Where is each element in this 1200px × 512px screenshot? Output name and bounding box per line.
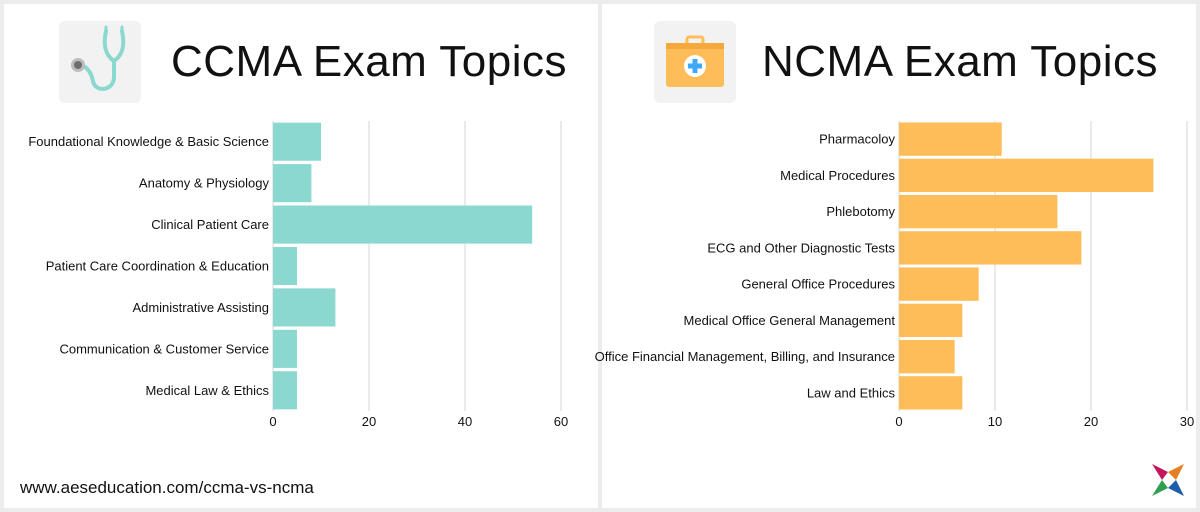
category-label: General Office Procedures	[741, 277, 895, 292]
category-label: Patient Care Coordination & Education	[46, 259, 269, 274]
category-label: ECG and Other Diagnostic Tests	[707, 240, 895, 255]
x-tick-label: 30	[1180, 414, 1194, 429]
category-label: Clinical Patient Care	[151, 217, 269, 232]
category-label: Office Financial Management, Billing, an…	[595, 349, 895, 364]
bar	[899, 267, 979, 301]
category-label: Medical Office General Management	[684, 313, 896, 328]
bar	[273, 329, 297, 368]
stethoscope-icon	[59, 21, 141, 103]
bar	[273, 205, 533, 244]
x-tick-label: 20	[1084, 414, 1098, 429]
ncma-bar-chart: Pharmacoloy Medical Procedures Phlebotomy E…	[595, 121, 1194, 429]
first-aid-kit-icon	[654, 21, 736, 103]
ccma-title: CCMA Exam Topics	[171, 37, 567, 86]
footer-url[interactable]: www.aeseducation.com/ccma-vs-ncma	[20, 478, 314, 497]
bar	[273, 371, 297, 410]
ccma-bar-chart: Foundational Knowledge & Basic Science An…	[28, 121, 568, 429]
x-tick-label: 20	[362, 414, 376, 429]
bar	[899, 376, 963, 410]
ccma-panel: CCMA Exam Topics Foundational Knowledge …	[4, 4, 598, 508]
bar	[273, 288, 336, 327]
x-tick-label: 10	[988, 414, 1002, 429]
bar	[899, 231, 1082, 265]
bar	[899, 158, 1154, 193]
bar	[273, 246, 297, 286]
x-tick-label: 0	[269, 414, 276, 429]
category-label: Anatomy & Physiology	[139, 176, 270, 191]
bar	[899, 303, 963, 338]
category-label: Medical Procedures	[780, 168, 895, 183]
category-label: Medical Law & Ethics	[145, 383, 269, 398]
x-tick-label: 0	[895, 414, 902, 429]
bar	[273, 164, 312, 203]
category-label: Foundational Knowledge & Basic Science	[28, 134, 269, 149]
bar	[273, 122, 321, 161]
category-label: Communication & Customer Service	[59, 341, 269, 356]
category-label: Phlebotomy	[826, 204, 895, 219]
ncma-panel: NCMA Exam Topics Pharmacoloy Medical Proc…	[595, 4, 1196, 508]
ncma-title: NCMA Exam Topics	[762, 37, 1158, 86]
aes-logo	[1152, 464, 1184, 501]
bar	[899, 194, 1058, 229]
category-label: Pharmacoloy	[819, 132, 895, 147]
category-label: Administrative Assisting	[132, 300, 269, 315]
bar	[899, 122, 1002, 156]
x-tick-label: 40	[458, 414, 472, 429]
bar	[899, 339, 955, 374]
x-tick-label: 60	[554, 414, 568, 429]
category-label: Law and Ethics	[807, 385, 896, 400]
